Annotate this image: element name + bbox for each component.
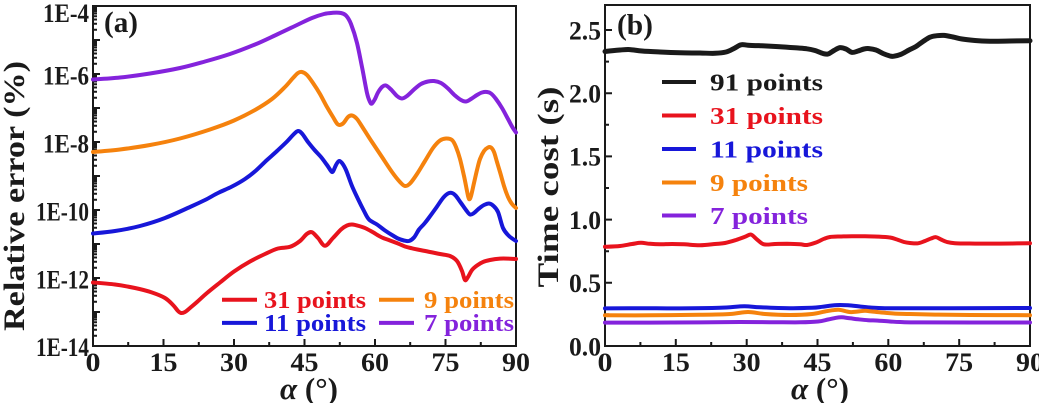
svg-text:75: 75 xyxy=(432,348,460,377)
svg-text:0: 0 xyxy=(86,348,101,377)
svg-text:α (°): α (°) xyxy=(280,371,338,403)
svg-text:15: 15 xyxy=(150,348,178,377)
svg-text:1E-10: 1E-10 xyxy=(36,197,89,226)
svg-text:45: 45 xyxy=(291,348,319,377)
svg-text:75: 75 xyxy=(945,348,973,377)
svg-text:15: 15 xyxy=(662,348,690,377)
svg-text:7 points: 7 points xyxy=(710,204,808,230)
svg-text:1E-12: 1E-12 xyxy=(36,265,89,294)
svg-text:11 points: 11 points xyxy=(710,137,823,163)
svg-text:90: 90 xyxy=(502,348,530,377)
svg-text:2.5: 2.5 xyxy=(569,16,601,45)
svg-text:30: 30 xyxy=(220,348,248,377)
svg-text:31 points: 31 points xyxy=(710,104,823,130)
svg-text:0: 0 xyxy=(598,348,613,377)
svg-text:60: 60 xyxy=(361,348,389,377)
svg-text:(b): (b) xyxy=(617,9,653,42)
svg-text:0.5: 0.5 xyxy=(569,269,601,298)
svg-text:30: 30 xyxy=(733,348,761,377)
svg-text:60: 60 xyxy=(874,348,902,377)
svg-text:31 points: 31 points xyxy=(264,288,366,314)
svg-text:α (°): α (°) xyxy=(791,371,849,403)
svg-text:(a): (a) xyxy=(104,6,138,39)
svg-text:45: 45 xyxy=(804,348,832,377)
svg-text:90: 90 xyxy=(1016,348,1039,377)
svg-text:1E-14: 1E-14 xyxy=(36,333,89,362)
svg-text:1E-6: 1E-6 xyxy=(43,61,89,90)
svg-text:1.0: 1.0 xyxy=(569,206,601,235)
svg-text:2.0: 2.0 xyxy=(569,80,601,109)
svg-text:1.5: 1.5 xyxy=(569,143,601,172)
svg-text:91 points: 91 points xyxy=(710,70,823,96)
svg-text:Time cost (s): Time cost (s) xyxy=(532,87,565,288)
svg-text:9 points: 9 points xyxy=(710,171,808,197)
svg-text:11 points: 11 points xyxy=(264,311,366,337)
svg-text:1E-4: 1E-4 xyxy=(43,0,89,28)
svg-text:1E-8: 1E-8 xyxy=(43,129,89,158)
svg-text:9 points: 9 points xyxy=(424,288,514,314)
svg-text:7 points: 7 points xyxy=(424,311,514,337)
svg-text:0.0: 0.0 xyxy=(569,332,601,361)
svg-text:Relative error (%): Relative error (%) xyxy=(0,61,31,331)
